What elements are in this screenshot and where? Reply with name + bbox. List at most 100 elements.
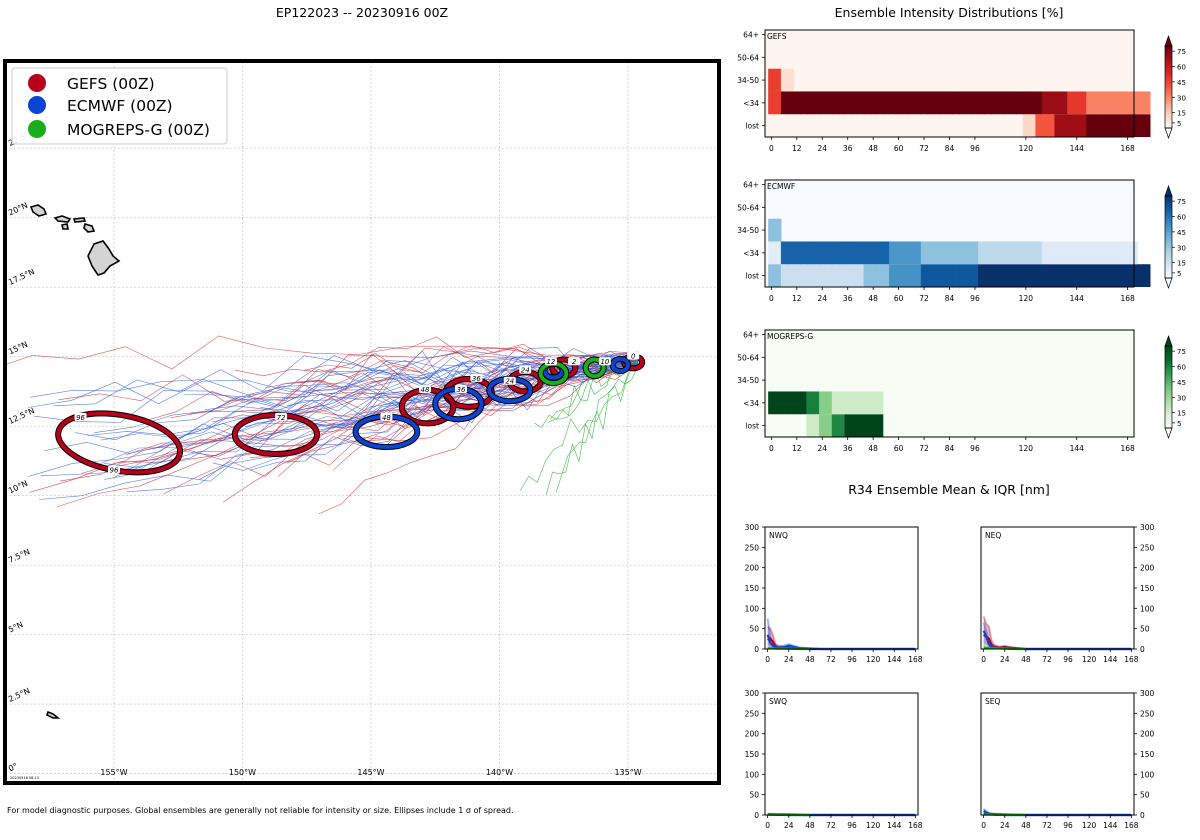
- heatmap-cell: [990, 91, 998, 115]
- heatmap-cell: [990, 264, 998, 287]
- heatmap-cell: [1022, 241, 1030, 265]
- heatmap-row-label: lost: [745, 272, 759, 281]
- heatmap-cell: [812, 241, 820, 265]
- colorbar-segment: [1165, 56, 1172, 59]
- heatmap-cell: [1035, 264, 1043, 287]
- r34-xtick-label: 48: [1021, 821, 1031, 830]
- heatmap-xtick-label: 0: [769, 294, 774, 303]
- colorbar-tick-label: 45: [1177, 79, 1186, 87]
- colorbar-segment: [1165, 265, 1172, 269]
- r34-ytick-label: 250: [745, 709, 760, 718]
- heatmap-cell: [901, 241, 909, 265]
- r34-xtick-label: 120: [1082, 821, 1097, 830]
- r34-xtick-label: 0: [981, 821, 986, 830]
- heatmap-cell: [780, 391, 788, 415]
- r34-xtick-label: 96: [1063, 821, 1073, 830]
- heatmap-cell: [1029, 264, 1036, 287]
- heatmap-cell: [806, 91, 814, 115]
- heatmap-xtick-label: 0: [769, 144, 774, 153]
- r34-xtick-label: 120: [866, 821, 881, 830]
- colorbar-segment: [1165, 423, 1172, 427]
- r34-background: [765, 693, 918, 815]
- heatmap-cell: [869, 414, 877, 437]
- r34-xtick-label: 72: [1042, 821, 1052, 830]
- colorbar-tick-label: 30: [1177, 394, 1186, 402]
- heatmap-cell: [895, 91, 903, 115]
- colorbar-tick-label: 5: [1177, 270, 1181, 278]
- heatmap-cell: [901, 91, 909, 115]
- heatmap-cell: [850, 391, 858, 415]
- heatmap-cell: [806, 264, 814, 287]
- r34-xtick-label: 168: [908, 655, 923, 664]
- colorbar-segment: [1165, 362, 1172, 365]
- heatmap-cell: [920, 91, 928, 115]
- island-hawaii: [87, 240, 121, 276]
- heatmap-cell: [959, 91, 967, 115]
- colorbar-segment: [1165, 84, 1172, 88]
- heatmap-cell: [1060, 114, 1068, 137]
- heatmap-cell: [984, 264, 992, 287]
- heatmap-title: ECMWF: [767, 182, 795, 191]
- map-legend: GEFS (00Z) ECMWF (00Z) MOGREPS-G (00Z): [11, 67, 228, 145]
- colorbar-segment: [1165, 387, 1172, 390]
- hour-label-background: [598, 357, 611, 366]
- r34-xtick-label: 144: [887, 655, 902, 664]
- heatmap-xtick-label: 0: [769, 444, 774, 453]
- colorbar-segment: [1165, 366, 1172, 370]
- colorbar-segment: [1165, 196, 1172, 199]
- heatmap-cell: [838, 414, 846, 437]
- heatmap-cell: [806, 391, 814, 415]
- colorbar-segment: [1165, 117, 1172, 121]
- colorbar-segment: [1165, 384, 1172, 388]
- colorbar-segment: [1165, 409, 1172, 413]
- island-maui-east: [83, 223, 96, 233]
- longitude-tick-label: 145°W: [357, 768, 384, 777]
- heatmap-cell: [819, 391, 827, 415]
- heatmap-cell: [1054, 91, 1062, 115]
- heatmap-row-label: 50-64: [737, 53, 759, 62]
- colorbar-tick-label: 15: [1177, 110, 1186, 118]
- footer-note: For model diagnostic purposes. Global en…: [7, 806, 514, 815]
- r34-xtick-label: 0: [765, 655, 770, 664]
- heatmap-cell: [1022, 264, 1030, 287]
- hour-label: 24: [521, 367, 530, 375]
- r34-ytick-label: 300: [745, 523, 760, 532]
- hour-label-background: [627, 351, 640, 360]
- heatmap-cell: [901, 264, 909, 287]
- r34-ytick-label: 200: [1140, 730, 1155, 739]
- legend-mogreps-label: MOGREPS-G (00Z): [67, 121, 210, 139]
- heatmap-xtick-label: 168: [1120, 444, 1135, 453]
- heatmap-cell: [844, 241, 852, 265]
- heatmap-xtick-label: 84: [945, 294, 955, 303]
- hour-label-background: [519, 365, 532, 374]
- heatmap-cell: [1060, 264, 1068, 287]
- colorbar-segment: [1165, 352, 1172, 355]
- heatmap-cell: [1054, 264, 1062, 287]
- r34-swq-panel: SWQ 0 24 48 72 96 120 144 168 0 50 100 150 200 250 300: [745, 689, 923, 830]
- heatmap-cell: [914, 91, 922, 115]
- ecmwf-ellipse: [610, 356, 631, 374]
- heatmap-xtick-label: 96: [970, 144, 980, 153]
- colorbar-tick-label: 75: [1177, 48, 1186, 56]
- heatmap-row-label: lost: [745, 422, 759, 431]
- longitude-tick-label: 155°W: [100, 768, 127, 777]
- colorbar-segment: [1165, 391, 1172, 394]
- heatmap-cell: [1137, 114, 1145, 137]
- heatmap-cell: [876, 241, 884, 265]
- heatmap-xtick-label: 144: [1070, 444, 1085, 453]
- heatmap-cell: [876, 264, 884, 287]
- heatmap-cell: [768, 91, 776, 115]
- colorbar-segment: [1165, 253, 1172, 256]
- hour-label: 0: [631, 353, 636, 361]
- heatmap-cell: [812, 264, 820, 287]
- colorbar-segment: [1165, 70, 1172, 74]
- heatmap-cell: [1029, 91, 1036, 115]
- colorbar-segment: [1165, 87, 1172, 90]
- heatmap-cell: [838, 91, 846, 115]
- heatmap-cell: [1124, 264, 1132, 287]
- heatmap-cell: [959, 241, 967, 265]
- heatmap-xtick-label: 144: [1070, 294, 1085, 303]
- colorbar-frame: [1164, 195, 1173, 279]
- r34-ytick-label: 200: [1140, 564, 1155, 573]
